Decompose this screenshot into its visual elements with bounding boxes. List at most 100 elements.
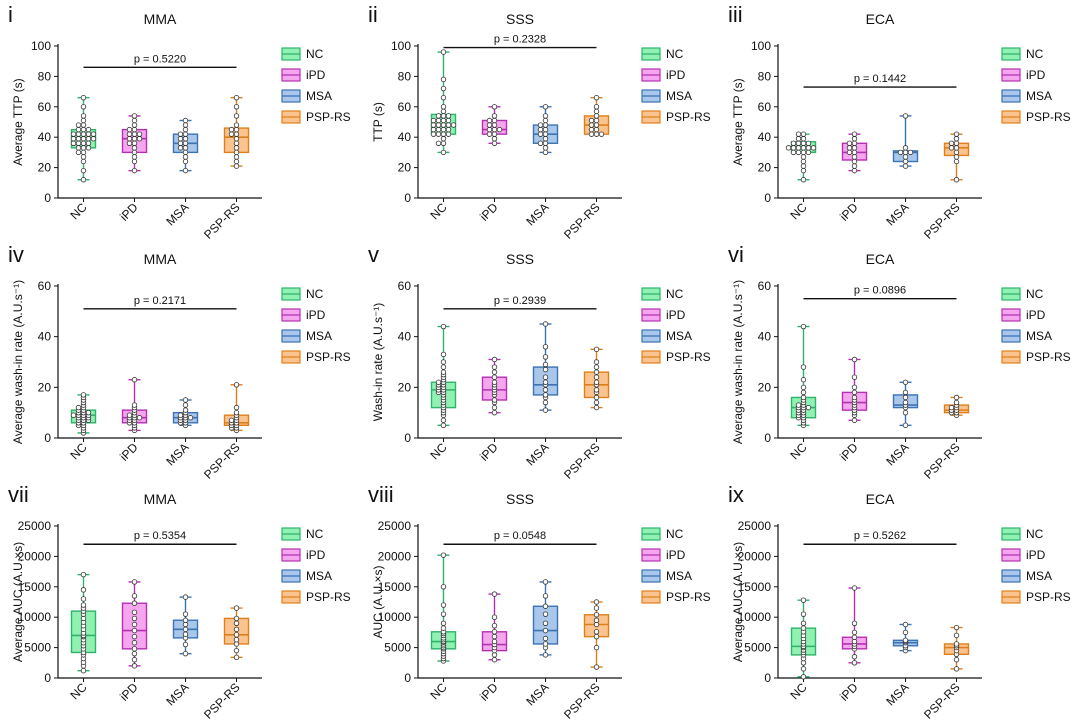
data-point (902, 621, 909, 628)
chart-svg-vi: vi ECA Average wash-in rate (A.U.s⁻¹) 0 20 40… (728, 242, 1071, 480)
data-point (948, 145, 955, 151)
legend-label: MSA (1026, 329, 1052, 343)
y-axis-label: Average wash-in rate (A.U.s⁻¹) (11, 280, 25, 444)
data-point (491, 117, 498, 124)
data-point (588, 117, 595, 124)
y-tick-label: 0 (44, 431, 51, 445)
data-point (593, 605, 600, 611)
panel-label: ix (728, 482, 744, 507)
data-point (75, 136, 82, 142)
y-tick-label: 15000 (378, 580, 412, 594)
data-point (805, 404, 812, 411)
data-point (440, 117, 447, 124)
legend-item-msa: MSA (281, 329, 332, 343)
data-point (593, 126, 600, 133)
x-tick-label: MSA (523, 680, 551, 708)
data-point (131, 663, 138, 669)
box-psp-rs (223, 605, 250, 661)
data-point (228, 417, 235, 423)
data-point (440, 364, 447, 370)
legend-item-ipd: iPD (641, 548, 686, 562)
box-nc (790, 597, 817, 680)
legend-label: MSA (306, 569, 332, 583)
data-point (80, 122, 87, 128)
data-point (953, 158, 960, 165)
y-tick-label: 40 (398, 130, 412, 144)
data-point (440, 369, 447, 375)
data-point (542, 627, 549, 634)
data-point (491, 591, 498, 597)
legend-item-psp-rs: PSP-RS (281, 110, 351, 124)
box-nc (430, 49, 457, 156)
box-psp-rs (223, 94, 250, 169)
data-point (75, 149, 82, 156)
chart-panel-vii: vii MMA Average AUC (A.U.×s) 0 5000 10000 1500… (0, 480, 360, 720)
pvalue-label: p = 0.1442 (854, 73, 906, 85)
data-point (85, 131, 92, 137)
x-tick-label: NC (427, 200, 449, 222)
data-point (593, 404, 600, 411)
data-point (542, 131, 549, 137)
data-point (440, 131, 447, 137)
data-point (131, 131, 138, 137)
y-tick-label: 0 (764, 431, 771, 445)
chart-panel-iii: iii ECA Average TTP (s) 0 20 40 60 80 100 NC iPD MS… (720, 0, 1080, 240)
panel-label: vii (8, 482, 29, 507)
chart-title: ECA (866, 11, 895, 27)
data-point (182, 611, 189, 617)
data-point (131, 122, 138, 128)
data-point (800, 625, 807, 631)
legend-item-ipd: iPD (281, 548, 326, 562)
chart-svg-v: v SSS Wash-in rate (A.U.s⁻¹) 0 20 40 60 NC iPD MS… (368, 242, 711, 480)
legend-label: iPD (666, 68, 686, 82)
data-point (177, 140, 184, 146)
legend-item-ipd: iPD (641, 308, 686, 322)
data-point (542, 117, 549, 124)
box-msa (172, 594, 199, 657)
data-point (851, 163, 858, 169)
data-point (542, 593, 549, 599)
legend-item-ipd: iPD (281, 308, 326, 322)
box-ipd (841, 356, 868, 423)
box-psp-rs (583, 94, 610, 137)
data-point (440, 49, 447, 55)
data-point (953, 641, 960, 647)
data-point (851, 158, 858, 165)
data-point (593, 387, 600, 393)
legend-label: MSA (1026, 89, 1052, 103)
data-point (491, 657, 498, 663)
data-point (851, 394, 858, 401)
data-point (182, 126, 189, 133)
data-point (953, 149, 960, 156)
data-point (182, 397, 189, 403)
data-point (440, 136, 447, 142)
data-point (136, 415, 143, 421)
data-point (542, 321, 549, 327)
data-point (131, 136, 138, 142)
data-point (542, 379, 549, 385)
data-point (182, 149, 189, 156)
data-point (491, 614, 498, 620)
data-point (902, 154, 909, 160)
legend-label: iPD (1026, 548, 1046, 562)
data-point (435, 140, 442, 146)
legend-item-nc: NC (1001, 527, 1044, 541)
legend-item-msa: MSA (1001, 569, 1052, 583)
y-tick-label: 25000 (378, 519, 412, 533)
data-point (542, 635, 549, 642)
y-tick-label: 80 (38, 69, 52, 83)
data-point (233, 149, 240, 156)
legend-item-ipd: iPD (1001, 308, 1046, 322)
data-point (542, 407, 549, 413)
data-point (233, 140, 240, 146)
data-point (233, 122, 240, 128)
y-tick-label: 60 (758, 100, 772, 114)
x-tick-label: iPD (837, 680, 861, 704)
data-point (228, 131, 235, 137)
data-point (953, 177, 960, 183)
data-point (902, 637, 909, 644)
data-point (491, 633, 498, 640)
y-tick-label: 60 (38, 100, 52, 114)
chart-title: ECA (866, 251, 895, 267)
